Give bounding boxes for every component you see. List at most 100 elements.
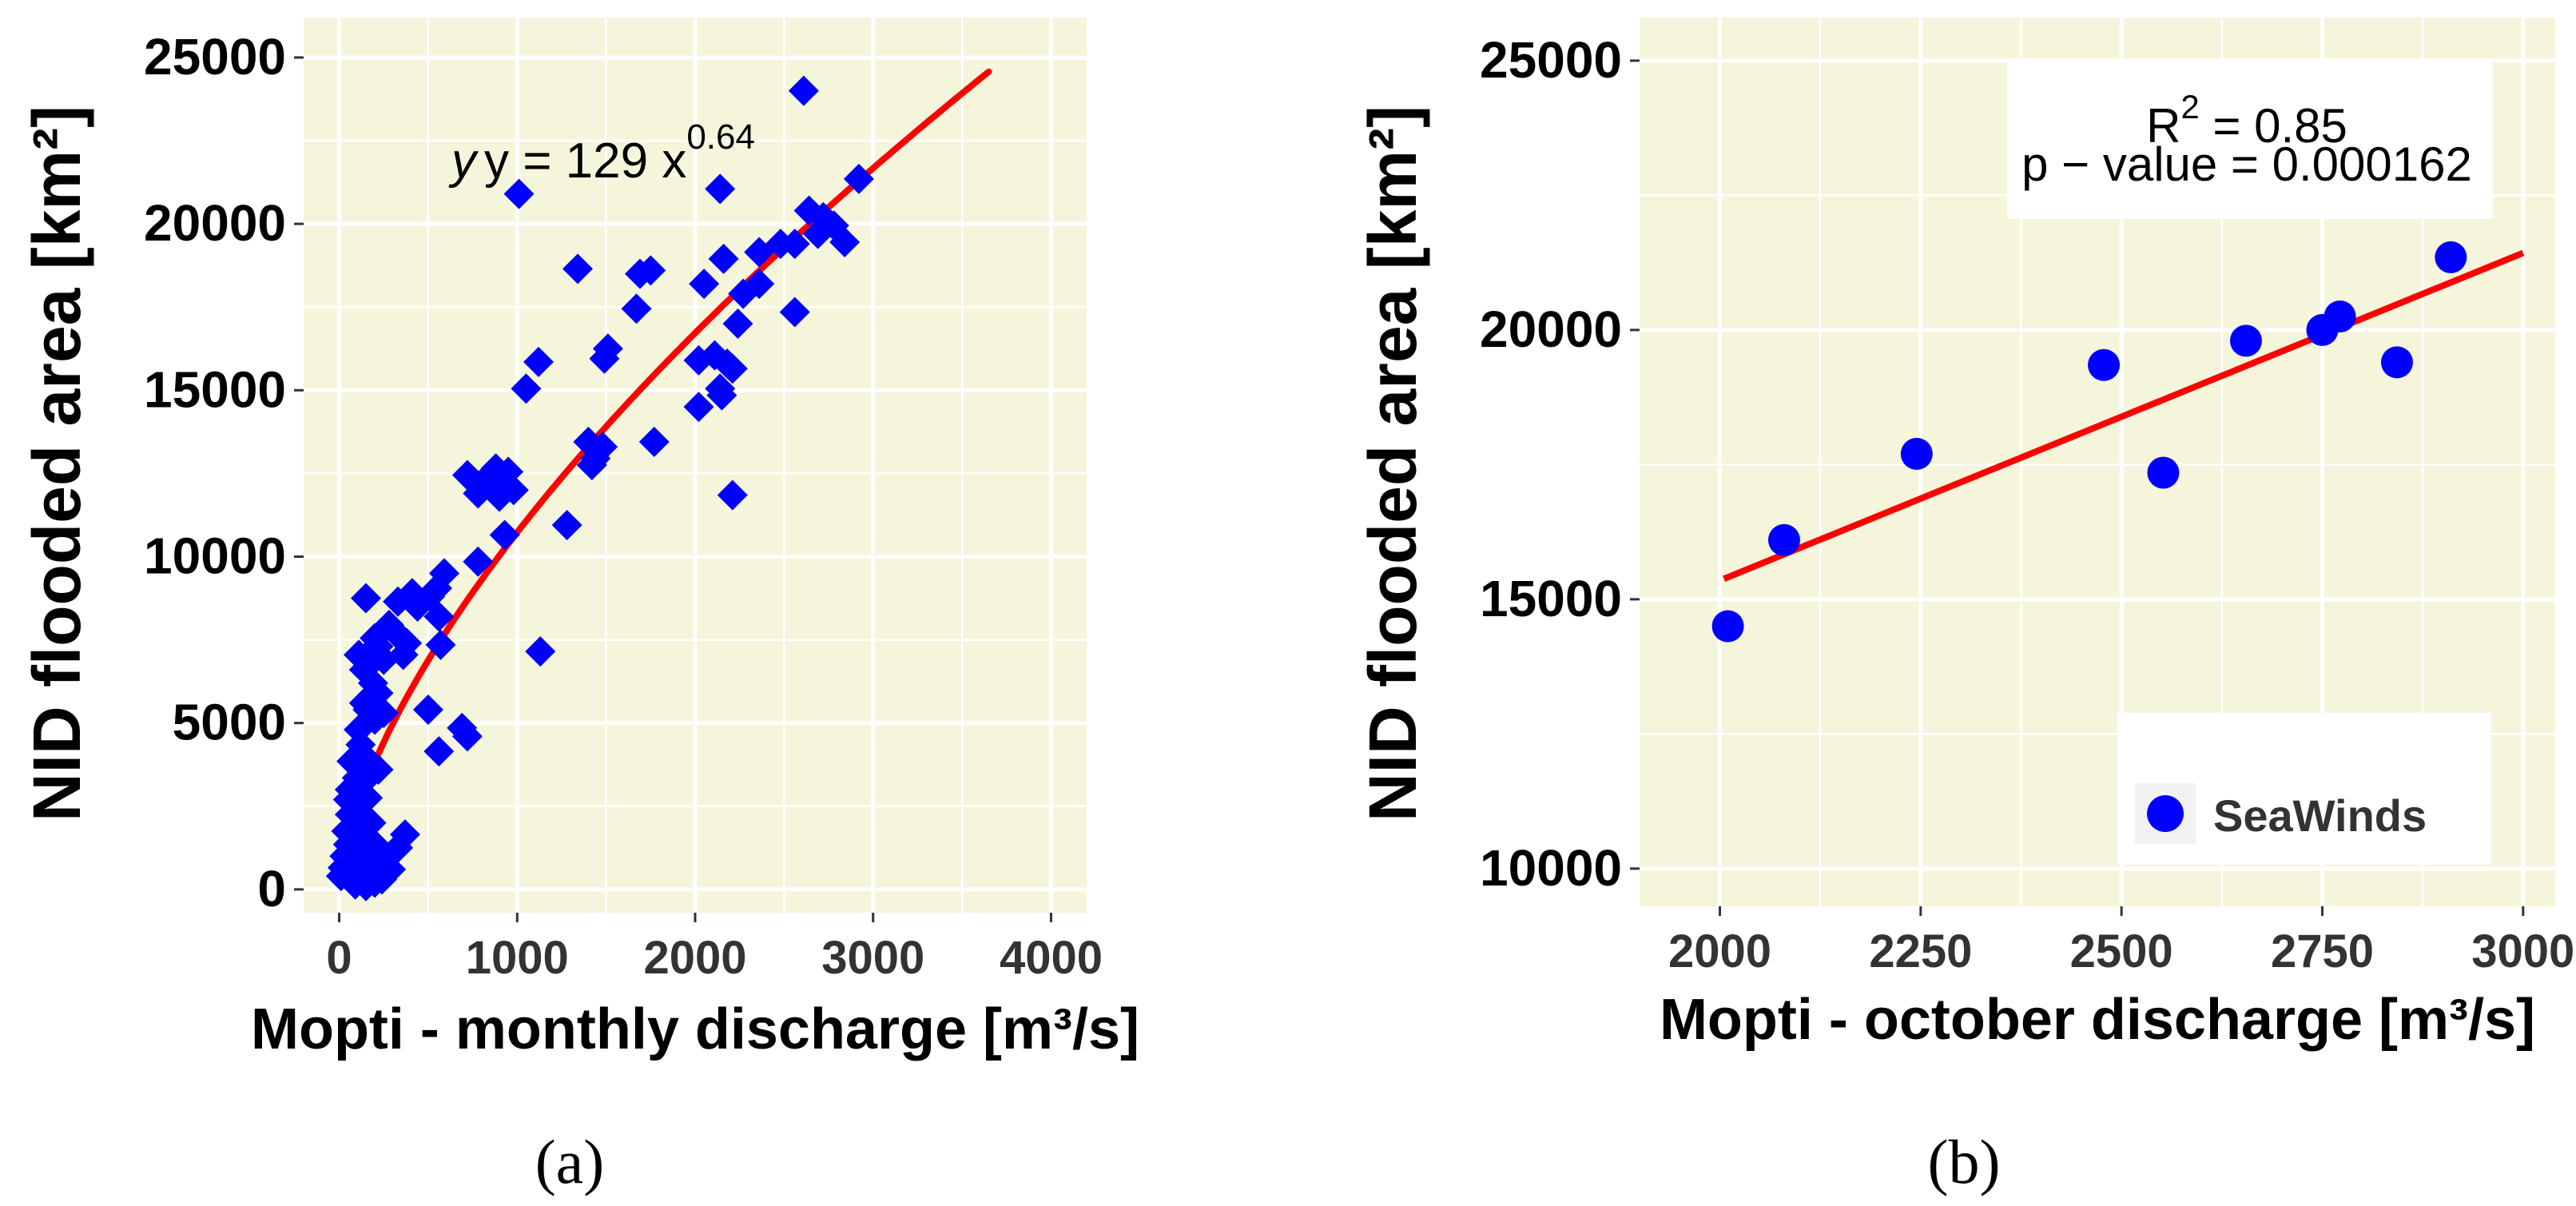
x-tick-label: 2750 <box>2271 925 2374 977</box>
data-point <box>708 243 739 274</box>
data-point <box>1767 523 1800 556</box>
data-point <box>744 269 775 300</box>
p-value-text: p − value = 0.000162 <box>2021 137 2472 191</box>
data-point <box>638 426 670 457</box>
data-point <box>383 586 414 617</box>
data-point <box>717 480 748 511</box>
y-tick-label: 0 <box>257 860 286 917</box>
equation-exponent: 0.64 <box>686 117 755 157</box>
panel-a-x-axis-label: Mopti - monthly discharge [m³/s] <box>251 997 1139 1061</box>
data-point <box>576 450 607 480</box>
data-point <box>793 195 825 226</box>
data-point <box>1900 437 1933 470</box>
data-point <box>388 639 419 671</box>
panel-b-fit-layer <box>1723 249 2525 582</box>
data-point <box>689 269 720 300</box>
data-point <box>484 481 515 512</box>
panel-a-ticks: 0 1000 2000 3000 4000 0 5000 10000 15000 20000 250… <box>144 28 1103 984</box>
panel-b-points <box>1711 241 2467 643</box>
x-tick-label: 1000 <box>466 932 569 984</box>
data-point <box>706 380 737 411</box>
x-tick-label: 3000 <box>821 932 924 984</box>
data-point <box>843 163 874 194</box>
data-point <box>779 297 810 328</box>
data-point <box>2380 346 2413 379</box>
data-point <box>402 591 433 622</box>
fit-line <box>1723 249 2525 582</box>
data-point <box>788 75 819 106</box>
y-tick-label: 25000 <box>144 28 286 86</box>
data-point <box>2088 348 2121 381</box>
data-point <box>589 343 620 374</box>
panel-b-ticks: 2000 2250 2500 2750 3000 10000 15000 20000 25000 <box>1480 31 2574 977</box>
data-point <box>525 636 556 667</box>
data-point <box>829 227 861 258</box>
data-point <box>423 736 455 767</box>
panel-b: R2 = 0.85 p − value = 0.000162 2000 2250 2… <box>1355 18 2574 1196</box>
data-point <box>523 346 554 377</box>
data-point <box>717 353 748 384</box>
data-point <box>451 721 483 752</box>
data-point <box>2435 241 2467 273</box>
data-point <box>423 601 455 632</box>
data-point <box>722 308 753 340</box>
panel-a-fit-layer <box>343 68 992 847</box>
data-point <box>635 255 666 286</box>
data-point <box>360 704 391 735</box>
equation-prefix: y = 129 x <box>484 133 686 189</box>
data-point <box>511 373 542 404</box>
x-tick-label: 2000 <box>643 932 746 984</box>
y-tick-label: 25000 <box>1480 31 1622 89</box>
panel-b-caption: (b) <box>1928 1127 2001 1196</box>
legend-marker <box>2147 795 2184 832</box>
r-squared-text: R2 = 0.85 <box>2146 88 2347 153</box>
panel-b-y-axis-label: NID flooded area [km²] <box>1355 105 1430 822</box>
data-point <box>352 782 384 814</box>
data-point <box>463 478 494 509</box>
r-squared-letter: R <box>2146 99 2180 153</box>
y-tick-label: 5000 <box>173 694 286 751</box>
data-point <box>425 629 456 660</box>
y-tick-label: 10000 <box>144 527 286 584</box>
data-point <box>683 392 714 423</box>
data-point <box>489 519 520 551</box>
data-point <box>360 867 391 898</box>
y-tick-label: 20000 <box>1480 301 1622 358</box>
legend-label: SeaWinds <box>2213 790 2427 841</box>
data-point <box>503 178 535 209</box>
panel-b-x-axis-label: Mopti - october discharge [m³/s] <box>1660 988 2535 1052</box>
data-point <box>1711 610 1744 643</box>
fit-curve <box>343 68 992 847</box>
panel-a-points <box>325 75 874 902</box>
y-tick-label: 20000 <box>144 194 286 252</box>
data-point <box>621 293 652 324</box>
x-tick-label: 0 <box>326 932 352 984</box>
y-tick-label: 15000 <box>144 360 286 418</box>
data-point <box>802 218 833 249</box>
x-tick-label: 4000 <box>1000 932 1103 984</box>
data-point <box>2147 456 2180 489</box>
data-point <box>2324 301 2356 333</box>
r-squared-value: = 0.85 <box>2200 99 2347 153</box>
x-tick-label: 2250 <box>1869 925 1972 977</box>
x-tick-label: 2500 <box>2070 925 2173 977</box>
data-point <box>765 229 796 260</box>
y-tick-label: 10000 <box>1480 839 1622 897</box>
data-point <box>412 695 443 726</box>
x-tick-label: 3000 <box>2471 925 2574 977</box>
panel-a-caption: (a) <box>535 1127 605 1196</box>
panel-a: 0 1000 2000 3000 4000 0 5000 10000 15000 20000 250… <box>19 18 1139 1196</box>
data-point <box>551 509 582 540</box>
y-tick-label: 15000 <box>1480 570 1622 627</box>
panel-b-stats-box <box>2007 62 2493 219</box>
r-squared-exponent: 2 <box>2180 88 2199 125</box>
panel-a-gridlines <box>304 18 1087 913</box>
x-tick-label: 2000 <box>1668 925 1771 977</box>
data-point <box>2229 324 2262 357</box>
panel-a-y-axis-label: NID flooded area [km²] <box>19 105 94 822</box>
data-point <box>563 253 593 285</box>
data-point <box>463 546 494 577</box>
equation-y: y <box>448 133 479 189</box>
